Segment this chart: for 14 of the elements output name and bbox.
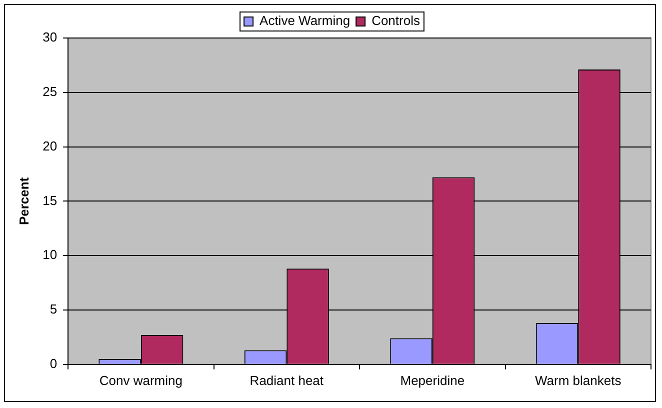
y-tick-label: 20 [42,138,58,154]
legend-label: Active Warming [260,13,350,28]
y-tick-label: 15 [42,192,58,208]
x-tick-label: Conv warming [99,372,182,388]
y-tick-label: 0 [50,356,58,371]
x-tick-label: Meperidine [400,372,465,388]
legend-label: Controls [372,13,420,28]
y-tick-label: 30 [42,30,58,45]
y-tick-label: 25 [42,84,58,99]
x-tick-label: Radiant heat [250,372,324,388]
y-axis-title: Percent [16,176,32,226]
y-tick-label: 10 [42,247,58,262]
y-tick-label: 5 [50,302,58,317]
x-tick-label: Warm blankets [535,372,622,388]
